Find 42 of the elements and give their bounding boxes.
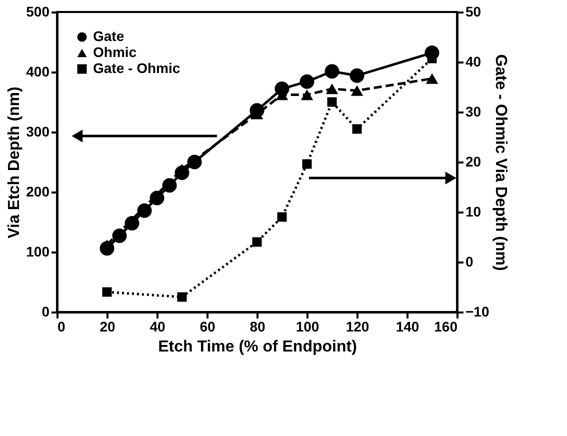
y-tick-label: 500 <box>26 4 50 20</box>
y2-tick-label: 40 <box>466 54 482 70</box>
point <box>302 159 312 169</box>
point <box>350 85 364 96</box>
x-tick-label: 160 <box>434 318 458 334</box>
y2-tick-label: −10 <box>466 304 490 320</box>
x-tick-label: 0 <box>58 318 66 334</box>
y-tick-label: 0 <box>42 304 50 320</box>
point <box>277 212 287 222</box>
point <box>326 83 338 94</box>
y2-tick-label: 20 <box>466 154 482 170</box>
y-tick-label: 100 <box>26 244 50 260</box>
y-axis-title: Via Etch Depth (nm) <box>6 86 24 238</box>
x-tick-label: 120 <box>346 318 370 334</box>
point <box>102 287 112 297</box>
y-tick-label: 200 <box>26 184 50 200</box>
y2-tick-label: 10 <box>466 204 482 220</box>
y-tick-label: 400 <box>26 64 50 80</box>
y2-tick-label: 0 <box>466 254 474 270</box>
point <box>252 237 262 247</box>
x-tick-label: 100 <box>296 318 320 334</box>
y-tick-label: 300 <box>26 124 50 140</box>
x-tick-label: 60 <box>200 318 216 334</box>
x-tick-label: 20 <box>100 318 116 334</box>
point <box>352 124 362 134</box>
point <box>327 97 337 107</box>
legend-label: Gate - Ohmic <box>93 60 180 76</box>
point <box>300 89 314 100</box>
y2-tick-label: 30 <box>466 104 482 120</box>
legend-label: Ohmic <box>93 44 137 60</box>
y2-axis-title: Gate - Ohmic Via Depth (nm) <box>492 54 510 271</box>
point <box>300 74 314 89</box>
x-tick-label: 80 <box>250 318 266 334</box>
point <box>350 68 364 83</box>
point <box>324 64 340 79</box>
y2-tick-label: 50 <box>466 4 482 20</box>
x-axis-title: Etch Time (% of Endpoint) <box>158 338 357 356</box>
point <box>177 292 187 302</box>
legend-label: Gate <box>93 28 124 44</box>
x-tick-label: 40 <box>150 318 166 334</box>
x-tick-label: 140 <box>396 318 420 334</box>
point <box>426 73 438 84</box>
